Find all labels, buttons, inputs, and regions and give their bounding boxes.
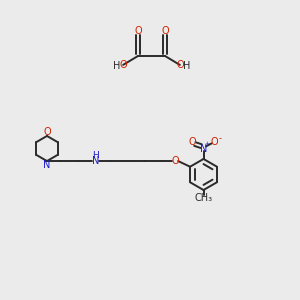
Text: N: N (43, 160, 51, 170)
Text: O: O (211, 137, 218, 147)
Text: -: - (218, 134, 221, 143)
Text: O: O (43, 127, 51, 137)
Text: +: + (204, 141, 209, 146)
Text: H: H (183, 61, 190, 71)
Text: CH₃: CH₃ (194, 194, 213, 203)
Text: H: H (113, 61, 120, 71)
Text: O: O (161, 26, 169, 36)
Text: H: H (92, 151, 99, 160)
Text: O: O (189, 137, 196, 147)
Text: O: O (119, 60, 127, 70)
Text: O: O (171, 156, 179, 166)
Text: O: O (134, 26, 142, 36)
Text: N: N (200, 143, 207, 154)
Text: N: N (92, 156, 99, 166)
Text: O: O (176, 60, 184, 70)
